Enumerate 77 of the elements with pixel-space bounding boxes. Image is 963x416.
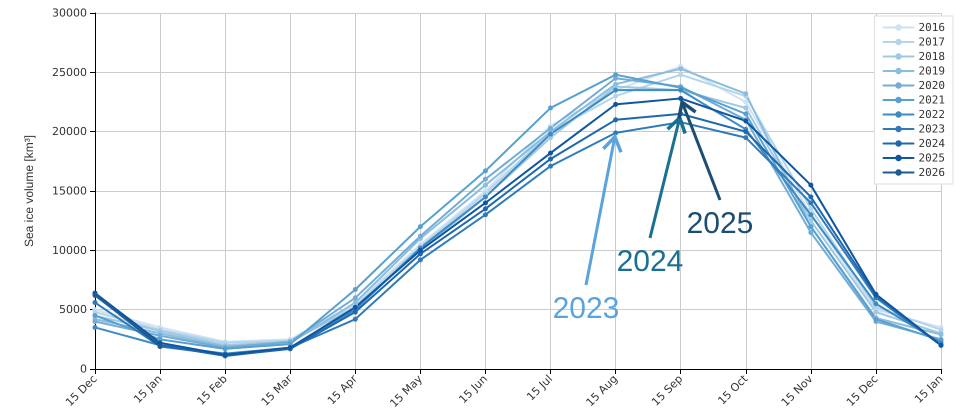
x-tick-label: 15 Jan xyxy=(912,372,946,406)
point xyxy=(613,82,618,87)
legend-label: 2021 xyxy=(918,94,946,106)
x-tick-label: 15 Mar xyxy=(258,372,296,409)
legend-label: 2023 xyxy=(918,122,946,136)
point xyxy=(548,150,554,156)
point xyxy=(548,156,554,162)
point xyxy=(482,176,488,182)
point xyxy=(743,105,748,110)
point xyxy=(808,218,814,224)
y-tick-label: 25000 xyxy=(52,66,87,79)
point xyxy=(743,91,748,96)
legend-label: 2025 xyxy=(918,152,946,164)
point xyxy=(352,316,358,322)
point xyxy=(482,168,488,174)
x-tick-label: 15 Jul xyxy=(524,372,556,404)
x-tick-label: 15 Dec xyxy=(844,372,881,409)
point xyxy=(873,301,878,306)
point xyxy=(743,100,748,104)
point xyxy=(548,126,554,131)
x-tick-label: 15 Apr xyxy=(324,372,360,408)
point xyxy=(352,310,358,315)
y-tick-label: 10000 xyxy=(52,244,87,257)
legend-label: 2026 xyxy=(918,166,946,179)
point xyxy=(613,72,618,78)
point xyxy=(743,135,748,140)
x-tick-label: 15 Jan xyxy=(131,372,165,406)
point xyxy=(808,182,814,188)
x-tick-label: 15 Feb xyxy=(194,372,230,408)
legend-label: 2018 xyxy=(918,50,946,63)
x-tick-label: 15 Oct xyxy=(715,372,751,408)
legend-label: 2019 xyxy=(918,64,946,78)
point xyxy=(743,129,748,134)
point xyxy=(92,319,98,324)
x-tick-label: 15 Jun xyxy=(456,372,490,406)
point xyxy=(92,324,98,330)
point xyxy=(418,257,423,262)
annotation: 2025 xyxy=(686,207,754,240)
y-tick-label: 30000 xyxy=(52,6,87,20)
point xyxy=(418,224,423,230)
point xyxy=(873,310,878,315)
point xyxy=(678,96,684,101)
x-tick-label: 15 Nov xyxy=(778,372,816,410)
point xyxy=(482,200,488,206)
point xyxy=(613,94,618,99)
point xyxy=(613,117,618,122)
point xyxy=(482,212,488,218)
point xyxy=(808,206,814,212)
y-tick-label: 15000 xyxy=(52,184,87,198)
point xyxy=(808,200,814,206)
point xyxy=(548,132,554,137)
point xyxy=(613,130,618,136)
legend-label: 2020 xyxy=(918,79,946,92)
y-tick-label: 20000 xyxy=(52,125,87,138)
annotation: 2024 xyxy=(616,245,684,278)
point xyxy=(352,295,358,300)
point xyxy=(482,182,488,188)
point xyxy=(678,66,684,72)
y-axis-title: Sea ice volume [km³] xyxy=(22,134,36,248)
point xyxy=(92,300,98,306)
y-tick-label: 5000 xyxy=(59,303,87,316)
x-tick-label: 15 Sep xyxy=(649,372,686,409)
point xyxy=(548,105,554,110)
legend-label: 2022 xyxy=(918,108,946,121)
legend-label: 2024 xyxy=(918,137,946,150)
point xyxy=(808,230,814,236)
legend-label: 2016 xyxy=(918,21,946,34)
x-tick-label: 15 Aug xyxy=(583,372,620,410)
legend-label: 2017 xyxy=(918,36,946,48)
point xyxy=(548,164,554,169)
point xyxy=(808,194,814,200)
point xyxy=(352,286,358,292)
point xyxy=(678,72,684,78)
point xyxy=(743,111,748,116)
point xyxy=(482,206,488,212)
annotation: 2023 xyxy=(552,292,620,325)
point xyxy=(613,102,618,107)
